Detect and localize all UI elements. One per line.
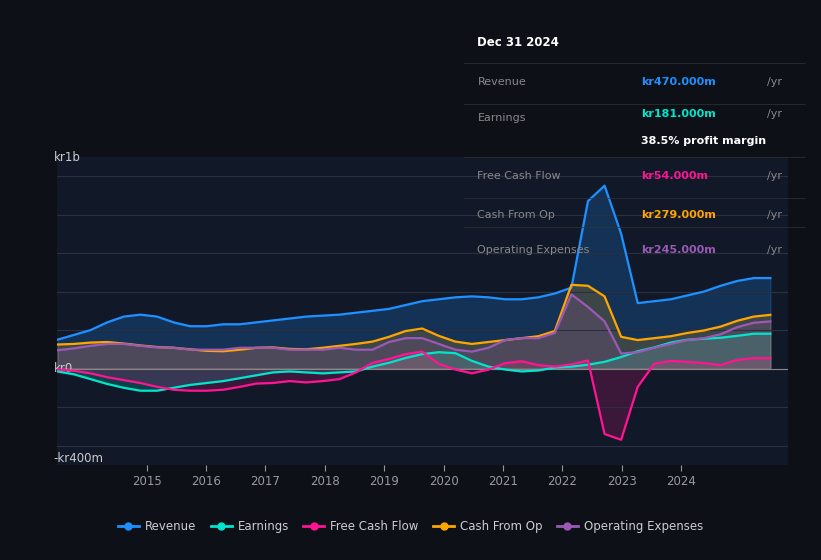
Text: kr0: kr0 <box>54 362 73 375</box>
Text: /yr: /yr <box>767 109 782 119</box>
Text: kr245.000m: kr245.000m <box>641 245 716 255</box>
Text: /yr: /yr <box>767 77 782 87</box>
Text: Revenue: Revenue <box>478 77 526 87</box>
Legend: Revenue, Earnings, Free Cash Flow, Cash From Op, Operating Expenses: Revenue, Earnings, Free Cash Flow, Cash … <box>112 514 709 539</box>
Text: kr470.000m: kr470.000m <box>641 77 716 87</box>
Text: -kr400m: -kr400m <box>54 452 103 465</box>
Text: Free Cash Flow: Free Cash Flow <box>478 171 561 181</box>
Text: Earnings: Earnings <box>478 114 526 123</box>
Text: /yr: /yr <box>767 171 782 181</box>
Text: Dec 31 2024: Dec 31 2024 <box>478 36 559 49</box>
Text: /yr: /yr <box>767 209 782 220</box>
Text: /yr: /yr <box>767 245 782 255</box>
Text: Operating Expenses: Operating Expenses <box>478 245 589 255</box>
Text: Cash From Op: Cash From Op <box>478 209 555 220</box>
Text: kr279.000m: kr279.000m <box>641 209 716 220</box>
Text: kr1b: kr1b <box>54 151 80 164</box>
Text: 38.5% profit margin: 38.5% profit margin <box>641 136 766 146</box>
Text: kr181.000m: kr181.000m <box>641 109 716 119</box>
Text: kr54.000m: kr54.000m <box>641 171 708 181</box>
